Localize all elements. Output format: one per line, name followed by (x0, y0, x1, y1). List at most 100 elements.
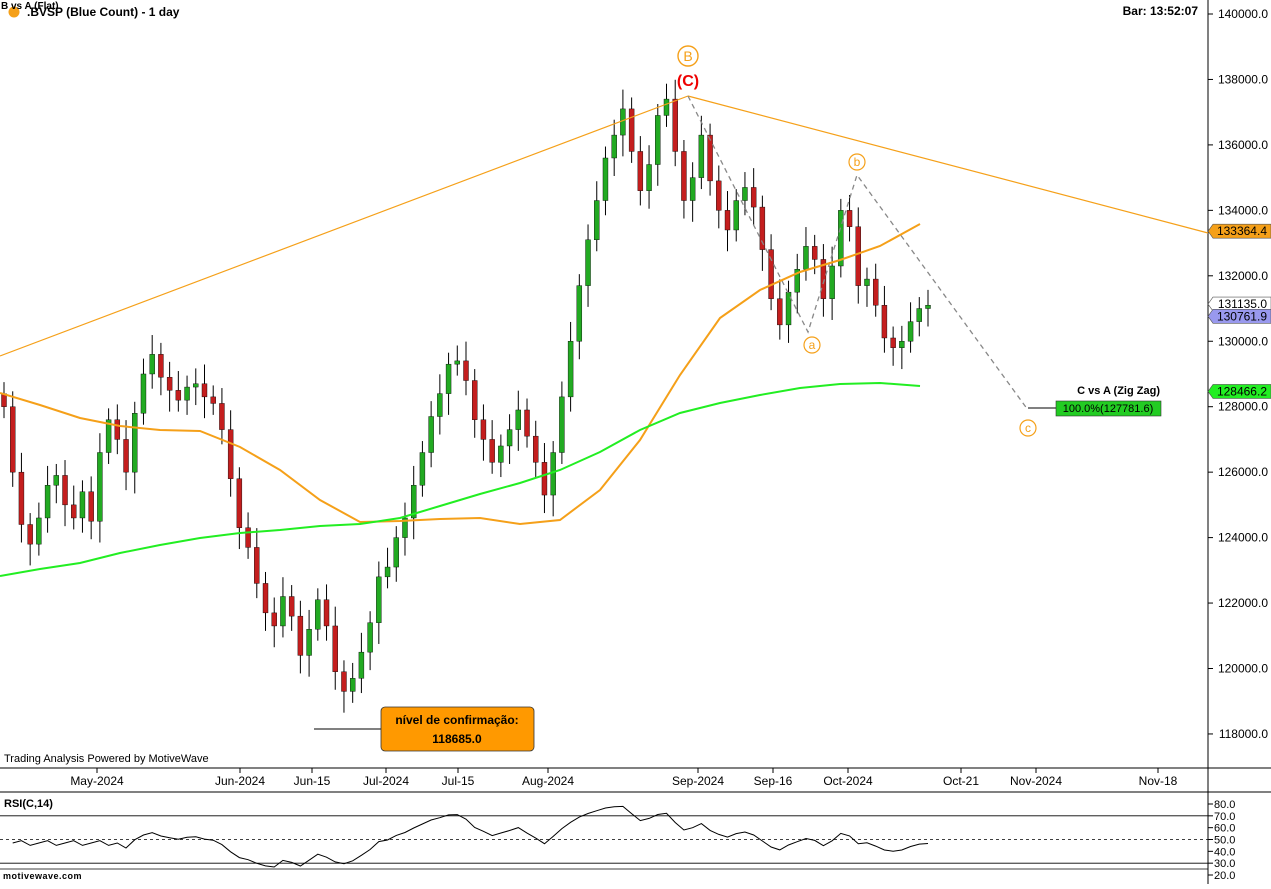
candle-body (637, 151, 644, 191)
candle-body (105, 419, 112, 453)
candle-body (349, 678, 356, 692)
candle-body (27, 524, 33, 545)
wave-zigzag-dashed (687, 95, 1029, 411)
footer-logo: motivewave.com (3, 871, 82, 881)
candle-body (227, 429, 234, 479)
candle-body (498, 445, 504, 463)
candle (97, 433, 103, 543)
confirmation-label: nível de confirmação: (395, 713, 518, 727)
candle (585, 224, 591, 307)
time-tick-label: Jul-15 (442, 774, 475, 788)
candle-body (811, 246, 818, 260)
candle (280, 577, 286, 638)
candle-body (201, 383, 208, 398)
candle (428, 401, 434, 468)
candle-body (210, 396, 216, 404)
candle-body (663, 98, 670, 116)
candle (271, 597, 277, 648)
candle-body (254, 547, 260, 584)
candle-body (463, 360, 469, 381)
price-marker: 133364.4 (1207, 223, 1271, 239)
candle (62, 460, 68, 527)
candle-body (777, 298, 783, 326)
candle-body (280, 596, 286, 627)
projection-box[interactable] (1055, 400, 1162, 417)
candle-body (10, 406, 16, 473)
candle (79, 480, 86, 533)
candle-body (158, 354, 164, 378)
candle (498, 434, 504, 478)
confirmation-box[interactable] (380, 706, 535, 752)
candle-body (925, 305, 931, 309)
candle-body (262, 583, 269, 614)
price-tick-label: 132000.0 (1218, 269, 1268, 283)
price-marker-label: 130761.9 (1217, 309, 1267, 323)
price-marker: 128466.2 (1207, 384, 1271, 399)
candle (105, 408, 112, 464)
projection-value: 100.0%(127781.6) (1063, 403, 1154, 415)
candle (166, 361, 173, 412)
candle-body (576, 285, 583, 342)
price-marker: 131135.0 (1207, 296, 1271, 312)
candle-body (698, 134, 705, 178)
candle-body (681, 151, 687, 201)
candle-body (454, 360, 460, 365)
candle (838, 198, 844, 278)
candle-body (750, 187, 757, 208)
candle (846, 194, 853, 242)
candle (384, 547, 391, 589)
candle-body (820, 259, 827, 299)
candle-body (219, 403, 225, 430)
price-marker-box (1207, 309, 1271, 324)
candle-body (567, 341, 574, 398)
candle-body (288, 596, 295, 617)
rsi-tick-label: 50.0 (1214, 835, 1235, 847)
candle-body (864, 278, 870, 286)
candle (463, 341, 469, 396)
moving-average-green (0, 381, 921, 577)
candle (227, 410, 234, 497)
candle-body (881, 305, 888, 339)
candle (410, 465, 417, 540)
candle (158, 342, 164, 396)
candle-body (541, 462, 548, 496)
wave-label-C: (C) (677, 73, 699, 90)
candle-body (166, 377, 173, 391)
candle (36, 502, 42, 556)
candle-body (620, 108, 626, 136)
price-tick-label: 130000.0 (1218, 334, 1268, 348)
time-tick-label: Aug-2024 (522, 774, 574, 788)
candle (602, 146, 609, 216)
candle (140, 358, 147, 425)
candle (332, 606, 338, 690)
candle (489, 420, 495, 474)
candle-body (602, 157, 609, 201)
candle (724, 191, 731, 252)
candle-body (393, 537, 399, 568)
wave-label-b-circle (848, 153, 866, 171)
price-marker-box (1207, 296, 1271, 312)
candle-body (611, 134, 617, 159)
candle-body (515, 409, 522, 430)
candle-body (533, 435, 539, 463)
candle-body (472, 380, 478, 420)
candle (88, 476, 94, 540)
candle (349, 662, 356, 703)
candle-body (236, 478, 243, 528)
candle (672, 79, 678, 167)
candle (907, 302, 914, 353)
candle (733, 189, 739, 242)
wave-label-c: c (1025, 421, 1031, 435)
candle-body (44, 485, 51, 519)
candle-body (759, 206, 766, 250)
candle-body (480, 419, 487, 440)
time-tick-label: May-2024 (70, 774, 124, 788)
candle (480, 404, 487, 461)
candle (611, 119, 617, 176)
candle (759, 195, 766, 271)
candle (794, 253, 800, 314)
candle (785, 280, 792, 343)
overlap-title: B vs A (Flat) (1, 1, 59, 12)
candle-body (245, 527, 251, 548)
